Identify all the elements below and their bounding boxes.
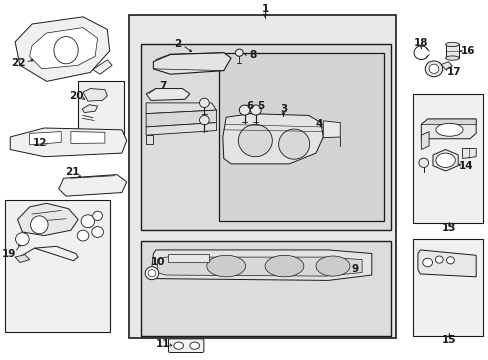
Text: 11: 11 [156,339,170,349]
Polygon shape [157,257,362,276]
Ellipse shape [445,42,458,46]
Ellipse shape [148,270,156,277]
Ellipse shape [264,255,303,277]
Text: 9: 9 [350,264,358,274]
Polygon shape [440,62,451,69]
Text: 14: 14 [458,161,473,171]
Ellipse shape [31,216,48,234]
Bar [129,15,395,338]
Bar [445,44,458,58]
Ellipse shape [445,56,458,60]
Bar [141,44,390,230]
FancyBboxPatch shape [168,339,203,352]
Polygon shape [417,250,475,277]
Polygon shape [93,60,112,74]
Text: 22: 22 [11,58,26,68]
Ellipse shape [250,105,261,115]
Ellipse shape [239,105,249,115]
Ellipse shape [206,255,245,277]
Ellipse shape [435,153,454,167]
Text: 21: 21 [65,167,80,177]
Bar [412,94,483,223]
Polygon shape [462,148,475,158]
Polygon shape [421,132,428,149]
Text: 17: 17 [446,67,461,77]
Ellipse shape [434,256,442,263]
Ellipse shape [428,64,438,73]
Polygon shape [421,119,475,125]
Polygon shape [82,105,98,113]
Bar [78,81,124,144]
Text: 20: 20 [69,91,84,101]
Polygon shape [146,135,153,144]
Ellipse shape [435,123,462,136]
Bar [141,241,390,336]
Polygon shape [18,203,78,235]
Ellipse shape [77,230,89,241]
Text: 3: 3 [279,104,286,114]
Polygon shape [59,175,126,196]
Polygon shape [146,89,189,100]
Text: 2: 2 [174,40,181,49]
Ellipse shape [418,158,427,167]
Text: 8: 8 [249,50,256,60]
Polygon shape [10,128,126,157]
Ellipse shape [16,233,29,246]
Polygon shape [15,255,30,262]
Text: 12: 12 [33,138,47,148]
Text: 6: 6 [245,101,253,111]
Polygon shape [323,121,340,138]
Polygon shape [151,250,371,280]
Ellipse shape [145,267,159,280]
Ellipse shape [199,98,209,108]
Polygon shape [146,110,216,127]
Polygon shape [71,132,104,143]
Polygon shape [223,114,323,164]
Polygon shape [15,17,109,81]
Ellipse shape [189,342,199,349]
Ellipse shape [54,37,78,64]
Ellipse shape [315,256,349,276]
Ellipse shape [278,129,309,159]
Ellipse shape [199,116,209,125]
Polygon shape [421,119,475,139]
Text: 1: 1 [261,4,268,14]
Ellipse shape [238,125,272,157]
Text: 15: 15 [441,334,456,345]
Polygon shape [30,28,98,69]
Text: 10: 10 [151,257,165,267]
Ellipse shape [81,215,95,228]
Text: 13: 13 [441,224,456,233]
Text: 18: 18 [413,38,427,48]
Ellipse shape [425,61,442,77]
Ellipse shape [235,49,243,56]
Text: 5: 5 [257,101,264,111]
Text: 7: 7 [159,81,166,91]
Ellipse shape [173,342,183,349]
Bar [5,200,109,332]
Polygon shape [146,103,216,114]
Text: 4: 4 [315,120,323,129]
Bar [168,253,209,262]
Ellipse shape [92,226,103,237]
Polygon shape [432,149,457,171]
Text: 16: 16 [460,46,474,56]
Ellipse shape [422,258,431,267]
Polygon shape [30,132,61,145]
Ellipse shape [446,257,453,264]
Bar [412,239,483,336]
Polygon shape [153,53,231,74]
Bar [219,53,383,221]
Polygon shape [83,89,107,101]
Polygon shape [146,123,216,135]
Text: 19: 19 [2,248,17,258]
Ellipse shape [93,211,102,221]
